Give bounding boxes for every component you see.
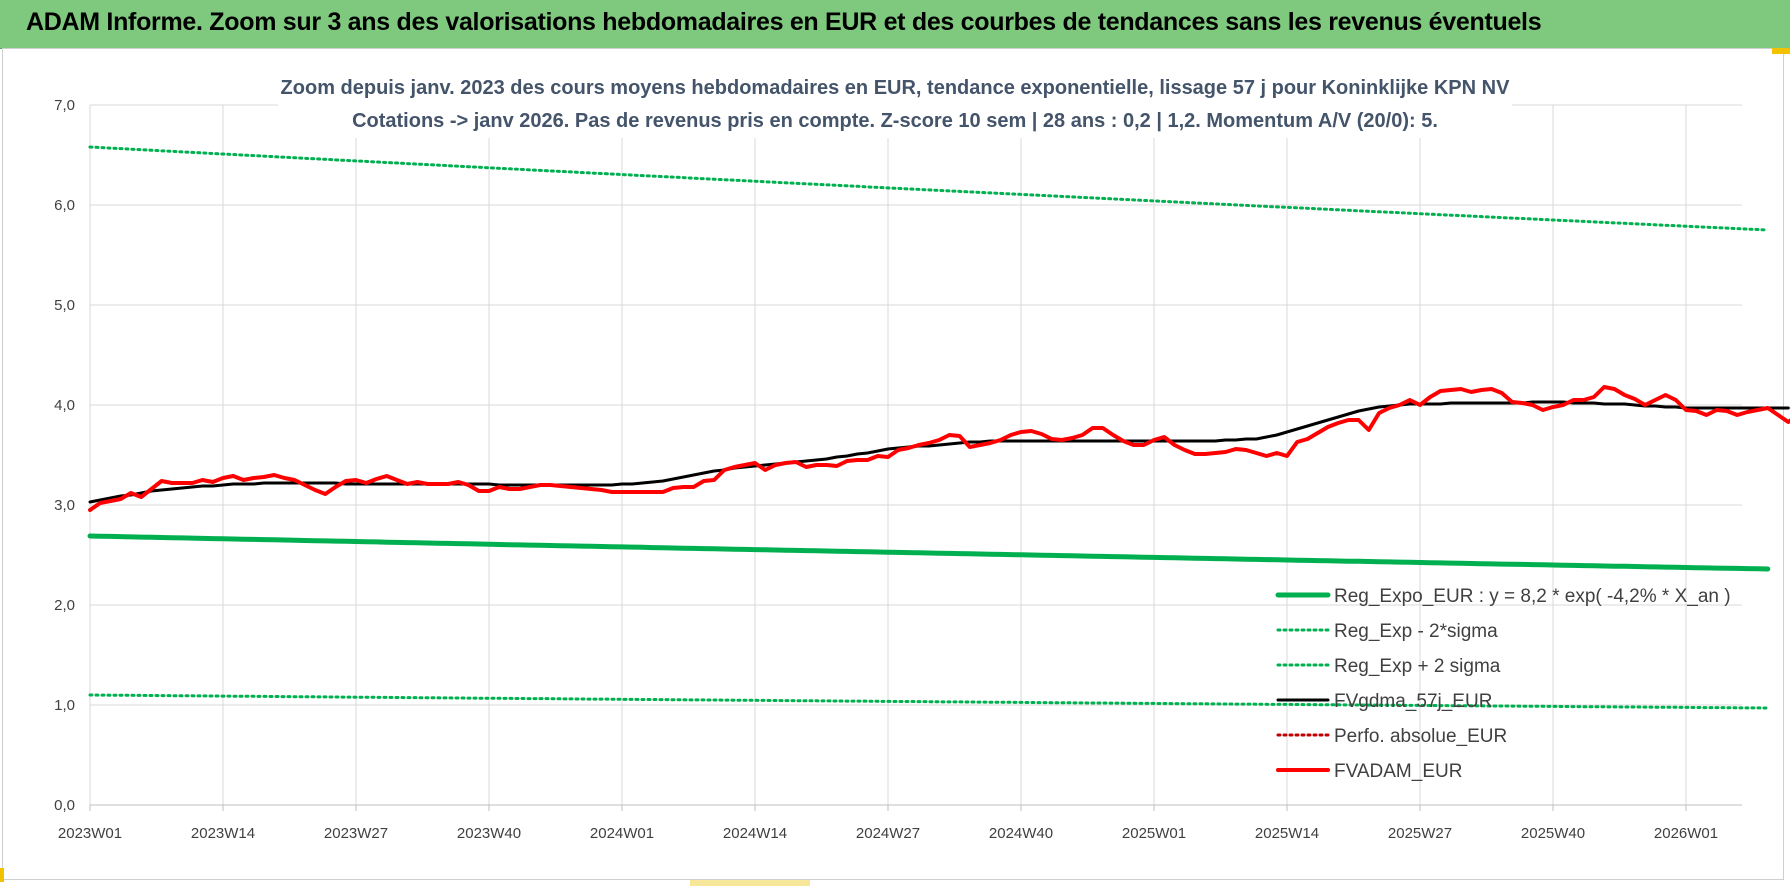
frame-corner-accent bbox=[1772, 48, 1790, 54]
report-title: ADAM Informe. Zoom sur 3 ans des valoris… bbox=[26, 8, 1542, 36]
y-tick-label: 0,0 bbox=[54, 797, 75, 814]
series-line-fvgdma-57j-eur bbox=[88, 400, 1790, 504]
chart-legend: Reg_Expo_EUR : y = 8,2 * exp( -4,2% * X_… bbox=[1275, 586, 1731, 782]
y-tick-label: 2,0 bbox=[54, 597, 75, 614]
legend-label: FVADAM_EUR bbox=[1334, 761, 1462, 782]
x-tick-label: 2024W14 bbox=[723, 825, 787, 842]
chart-title-line-1: Zoom depuis janv. 2023 des cours moyens … bbox=[281, 77, 1511, 99]
x-tick-label: 2025W01 bbox=[1122, 825, 1186, 842]
legend-label: Reg_Expo_EUR : y = 8,2 * exp( -4,2% * X_… bbox=[1334, 586, 1731, 607]
y-tick-label: 1,0 bbox=[54, 697, 75, 714]
y-tick-label: 3,0 bbox=[54, 497, 75, 514]
series-line-fvadam-eur bbox=[88, 385, 1790, 512]
x-tick-label: 2023W27 bbox=[324, 825, 388, 842]
x-tick-label: 2026W01 bbox=[1654, 825, 1718, 842]
legend-label: FVgdma_57j_EUR bbox=[1334, 691, 1492, 712]
x-tick-label: 2023W40 bbox=[457, 825, 521, 842]
x-tick-label: 2025W14 bbox=[1255, 825, 1319, 842]
chart-title-background bbox=[278, 66, 1512, 138]
series-line-reg-expo-eur-y-8-2-exp-4-2-x-an bbox=[87, 533, 1771, 572]
frame-bottom-accent bbox=[690, 880, 810, 886]
x-tick-label: 2023W14 bbox=[191, 825, 255, 842]
series-line-reg-exp-2-sigma bbox=[88, 145, 1770, 232]
legend-label: Perfo. absolue_EUR bbox=[1334, 726, 1507, 747]
x-tick-label: 2024W01 bbox=[590, 825, 654, 842]
x-tick-label: 2025W40 bbox=[1521, 825, 1585, 842]
x-tick-label: 2024W27 bbox=[856, 825, 920, 842]
series-line-reg-exp-2-sigma bbox=[88, 693, 1770, 710]
y-tick-label: 7,0 bbox=[54, 97, 75, 114]
legend-label: Reg_Exp - 2*sigma bbox=[1334, 621, 1498, 642]
y-tick-label: 5,0 bbox=[54, 297, 75, 314]
report-banner: ADAM Informe. Zoom sur 3 ans des valoris… bbox=[0, 0, 1790, 49]
x-tick-label: 2024W40 bbox=[989, 825, 1053, 842]
chart-title-line-2: Cotations -> janv 2026. Pas de revenus p… bbox=[352, 110, 1438, 132]
y-tick-label: 4,0 bbox=[54, 397, 75, 414]
x-tick-label: 2023W01 bbox=[58, 825, 122, 842]
y-tick-label: 6,0 bbox=[54, 197, 75, 214]
frame-corner-accent bbox=[0, 868, 4, 882]
chart-frame bbox=[2, 48, 1784, 880]
legend-label: Reg_Exp + 2 sigma bbox=[1334, 656, 1501, 677]
x-tick-label: 2025W27 bbox=[1388, 825, 1452, 842]
